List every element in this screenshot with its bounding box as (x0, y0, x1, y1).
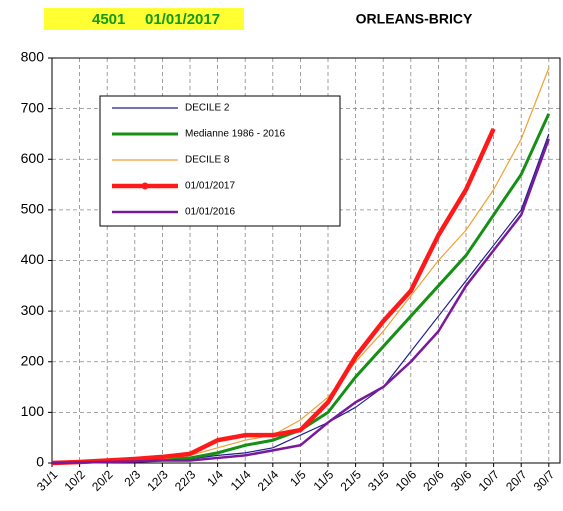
x-tick-label: 10/6 (393, 467, 420, 494)
x-tick-label: 1/4 (204, 467, 226, 489)
x-tick-label: 21/4 (255, 467, 282, 494)
y-tick-label: 700 (21, 99, 45, 115)
x-tick-label: 30/7 (531, 467, 558, 494)
x-tick-label: 20/2 (89, 467, 116, 494)
legend-marker (141, 182, 149, 190)
x-tick-label: 1/5 (287, 467, 309, 489)
x-tick-label: 11/5 (311, 467, 337, 493)
y-tick-label: 200 (21, 352, 45, 368)
x-tick-label: 11/4 (228, 467, 254, 493)
series-line (51, 127, 496, 466)
x-tick-label: 2/3 (121, 467, 143, 489)
legend-label: 01/01/2017 (185, 181, 235, 192)
y-tick-label: 600 (21, 150, 45, 166)
legend-label: 01/01/2016 (185, 207, 235, 218)
x-tick-label: 30/6 (448, 467, 475, 494)
header-date: 01/01/2017 (145, 11, 220, 28)
chart-title: ORLEANS-BRICY (356, 11, 473, 27)
y-tick-label: 300 (21, 302, 45, 318)
plot-frame (51, 57, 561, 464)
x-tick-label: 10/7 (476, 467, 503, 494)
station-id: 4501 (92, 11, 125, 28)
header-band (44, 8, 244, 30)
x-tick-label: 20/7 (503, 467, 530, 494)
legend-label: Medianne 1986 - 2016 (185, 129, 286, 140)
x-tick-label: 21/5 (338, 467, 365, 494)
y-tick-label: 100 (21, 403, 45, 419)
series-line (51, 138, 550, 465)
legend-label: DECILE 8 (185, 155, 230, 166)
x-tick-label: 10/2 (62, 467, 89, 494)
legend-label: DECILE 2 (185, 103, 230, 114)
legend-box (99, 95, 341, 227)
x-tick-label: 12/3 (144, 467, 171, 494)
y-tick-label: 500 (21, 201, 45, 217)
y-tick-label: 0 (36, 454, 44, 470)
y-tick-label: 800 (21, 49, 45, 65)
x-tick-label: 20/6 (420, 467, 447, 494)
x-tick-label: 22/3 (172, 467, 199, 494)
x-tick-label: 31/5 (365, 467, 392, 494)
x-tick-label: 31/1 (34, 467, 61, 494)
y-tick-label: 400 (21, 251, 45, 267)
